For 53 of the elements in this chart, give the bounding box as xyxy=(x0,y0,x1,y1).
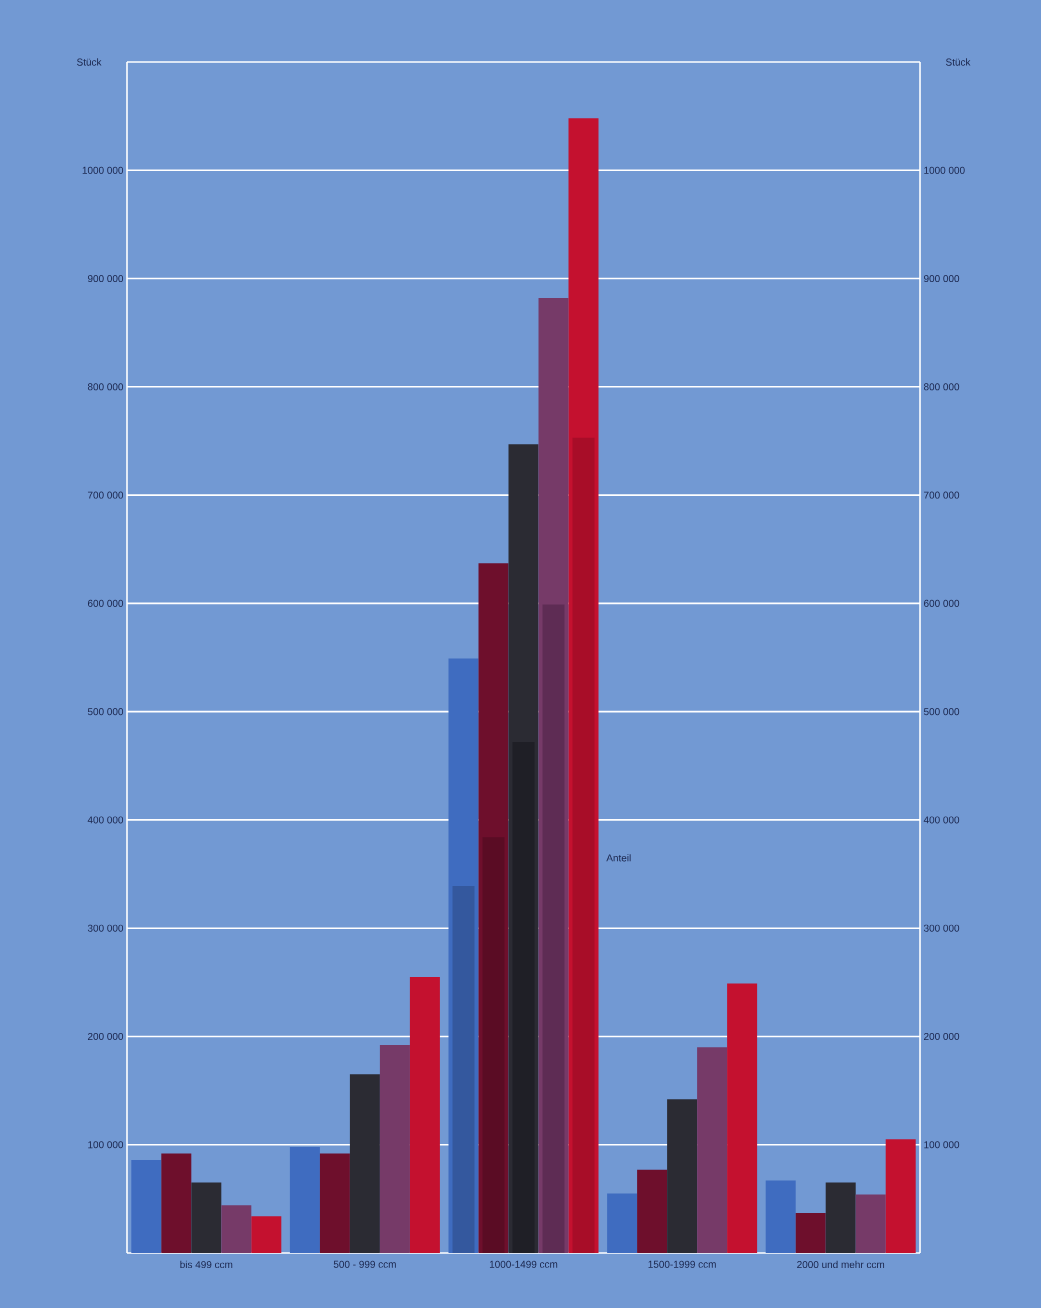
y-tick-label: 600 000 xyxy=(87,599,124,607)
y-axis-title: Stück xyxy=(77,58,102,66)
bar xyxy=(161,1153,192,1253)
bar xyxy=(855,1194,886,1253)
bar xyxy=(607,1193,638,1253)
bar xyxy=(727,983,758,1253)
bar xyxy=(482,837,505,1253)
bar xyxy=(825,1182,856,1253)
y2-tick-label: 300 000 xyxy=(923,924,960,932)
x-tick-label: bis 499 ccm xyxy=(180,1260,233,1269)
bar xyxy=(409,976,440,1253)
y2-tick-label: 900 000 xyxy=(924,275,960,283)
y-tick-label: 400 000 xyxy=(87,816,124,824)
y-tick-label: 100 000 xyxy=(88,1141,124,1149)
bar xyxy=(251,1216,282,1253)
bar xyxy=(795,1212,826,1253)
y2-axis-title: Stück xyxy=(945,58,971,66)
y2-tick-label: 700 000 xyxy=(924,491,960,499)
bar xyxy=(319,1153,350,1253)
x-tick-label: 500 - 999 ccm xyxy=(333,1260,396,1268)
y2-tick-label: 1000 000 xyxy=(924,166,965,174)
bar xyxy=(637,1169,668,1253)
bar xyxy=(131,1159,162,1253)
bar xyxy=(697,1047,728,1253)
y2-tick-label: 400 000 xyxy=(923,816,960,824)
y-tick-label: 500 000 xyxy=(87,708,124,716)
y2-tick-label: 100 000 xyxy=(924,1141,960,1149)
y-tick-label: 900 000 xyxy=(87,275,124,283)
y-tick-label: 300 000 xyxy=(87,924,124,932)
bar xyxy=(289,1146,320,1253)
bar xyxy=(512,741,535,1253)
bar xyxy=(572,437,595,1253)
y-tick-label: 700 000 xyxy=(87,491,124,499)
y2-tick-label: 500 000 xyxy=(923,708,960,716)
x-tick-label: 2000 und mehr ccm xyxy=(797,1260,885,1269)
bar xyxy=(221,1205,252,1253)
y2-tick-label: 200 000 xyxy=(924,1032,960,1040)
x-tick-label: 1500-1999 ccm xyxy=(648,1260,716,1268)
bar xyxy=(452,885,475,1253)
bar xyxy=(191,1182,222,1253)
bar xyxy=(667,1099,698,1253)
y-tick-label: 800 000 xyxy=(87,383,124,391)
bar xyxy=(379,1045,410,1253)
bar xyxy=(765,1180,796,1253)
y2-tick-label: 800 000 xyxy=(923,383,960,391)
bar xyxy=(349,1074,380,1253)
bar xyxy=(542,604,565,1253)
bar xyxy=(885,1139,916,1253)
y2-tick-label: 600 000 xyxy=(924,599,960,607)
x-tick-label: 1000-1499 ccm xyxy=(489,1260,558,1268)
annotation: Anteil xyxy=(606,854,631,862)
y-tick-label: 1000 000 xyxy=(82,166,124,174)
y-tick-label: 200 000 xyxy=(87,1032,124,1040)
